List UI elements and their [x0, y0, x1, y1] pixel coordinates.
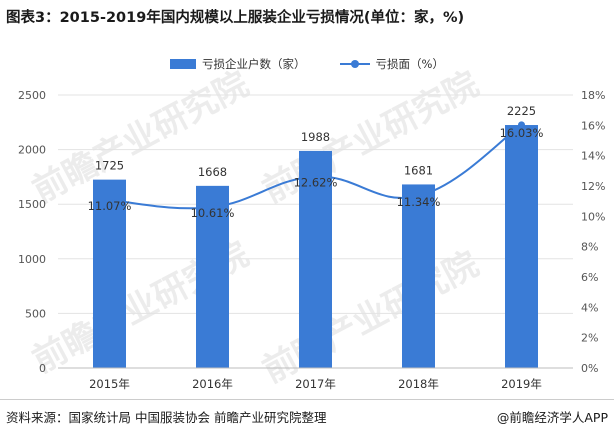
- legend-bar-label: 亏损企业户数（家）: [202, 57, 306, 71]
- line-value-label: 11.07%: [88, 199, 132, 213]
- line-point: [518, 121, 525, 129]
- line-value-label: 16.03%: [500, 126, 544, 140]
- bar-value-label: 1668: [198, 165, 227, 179]
- chart-title: 图表3：2015-2019年国内规模以上服装企业亏损情况(单位：家，%): [6, 10, 465, 26]
- y-right-tick-label: 16%: [581, 119, 605, 132]
- bar: [402, 184, 435, 368]
- legend-item-line: 亏损面（%）: [339, 56, 444, 72]
- bar: [299, 150, 332, 368]
- legend-line-label: 亏损面（%）: [375, 57, 444, 71]
- brand-credit: @前瞻经济学人APP: [496, 410, 608, 425]
- bar-value-label: 2225: [507, 104, 536, 118]
- y-left-tick-label: 1000: [18, 253, 46, 266]
- x-tick-label: 2018年: [398, 377, 439, 391]
- labels-layer: 1725 1668 1988 1681 2225 11.07% 10.61% 12.62% 11…: [88, 104, 544, 220]
- y-right-tick-label: 2%: [581, 332, 598, 345]
- bar-value-label: 1988: [301, 130, 330, 144]
- line-series: [109, 124, 523, 210]
- axis-layer: 0 500 1000 1500 2000 2500 0% 2% 4% 6% 8% 10% 12% 14% 1…: [18, 89, 605, 391]
- x-tick-label: 2017年: [295, 377, 336, 391]
- y-left-tick-label: 500: [25, 307, 46, 320]
- line-value-label: 10.61%: [191, 206, 235, 220]
- bar-value-label: 1681: [404, 163, 433, 177]
- line-value-label: 11.34%: [397, 195, 441, 209]
- line-layer: [109, 121, 525, 210]
- y-right-tick-label: 14%: [581, 150, 605, 163]
- x-tick-label: 2019年: [501, 377, 542, 391]
- bar: [196, 185, 229, 368]
- legend-item-bar: 亏损企业户数（家）: [170, 56, 306, 72]
- y-right-tick-label: 10%: [581, 210, 605, 223]
- bar-value-label: 1725: [95, 159, 124, 173]
- y-right-tick-label: 6%: [581, 271, 598, 284]
- y-right-tick-label: 18%: [581, 89, 605, 102]
- source-note: 资料来源：国家统计局 中国服装协会 前瞻产业研究院整理: [6, 410, 327, 425]
- y-left-tick-label: 0: [39, 362, 46, 375]
- legend-bar-swatch: [170, 59, 197, 69]
- bar: [505, 125, 538, 368]
- bars-layer: [93, 125, 538, 368]
- y-left-tick-label: 2000: [18, 144, 46, 157]
- legend-line-swatch: [339, 59, 370, 69]
- line-value-label: 12.62%: [294, 176, 338, 190]
- chart-legend: 亏损企业户数（家） 亏损面（%）: [0, 56, 614, 72]
- y-left-tick-label: 1500: [18, 198, 46, 211]
- footer-divider: [0, 399, 614, 400]
- y-right-tick-label: 4%: [581, 301, 598, 314]
- x-tick-label: 2016年: [192, 377, 233, 391]
- y-left-tick-label: 2500: [18, 89, 46, 102]
- y-right-tick-label: 0%: [581, 362, 598, 375]
- y-right-tick-label: 12%: [581, 180, 605, 193]
- bar: [93, 179, 126, 368]
- x-tick-label: 2015年: [89, 377, 130, 391]
- y-right-tick-label: 8%: [581, 241, 598, 254]
